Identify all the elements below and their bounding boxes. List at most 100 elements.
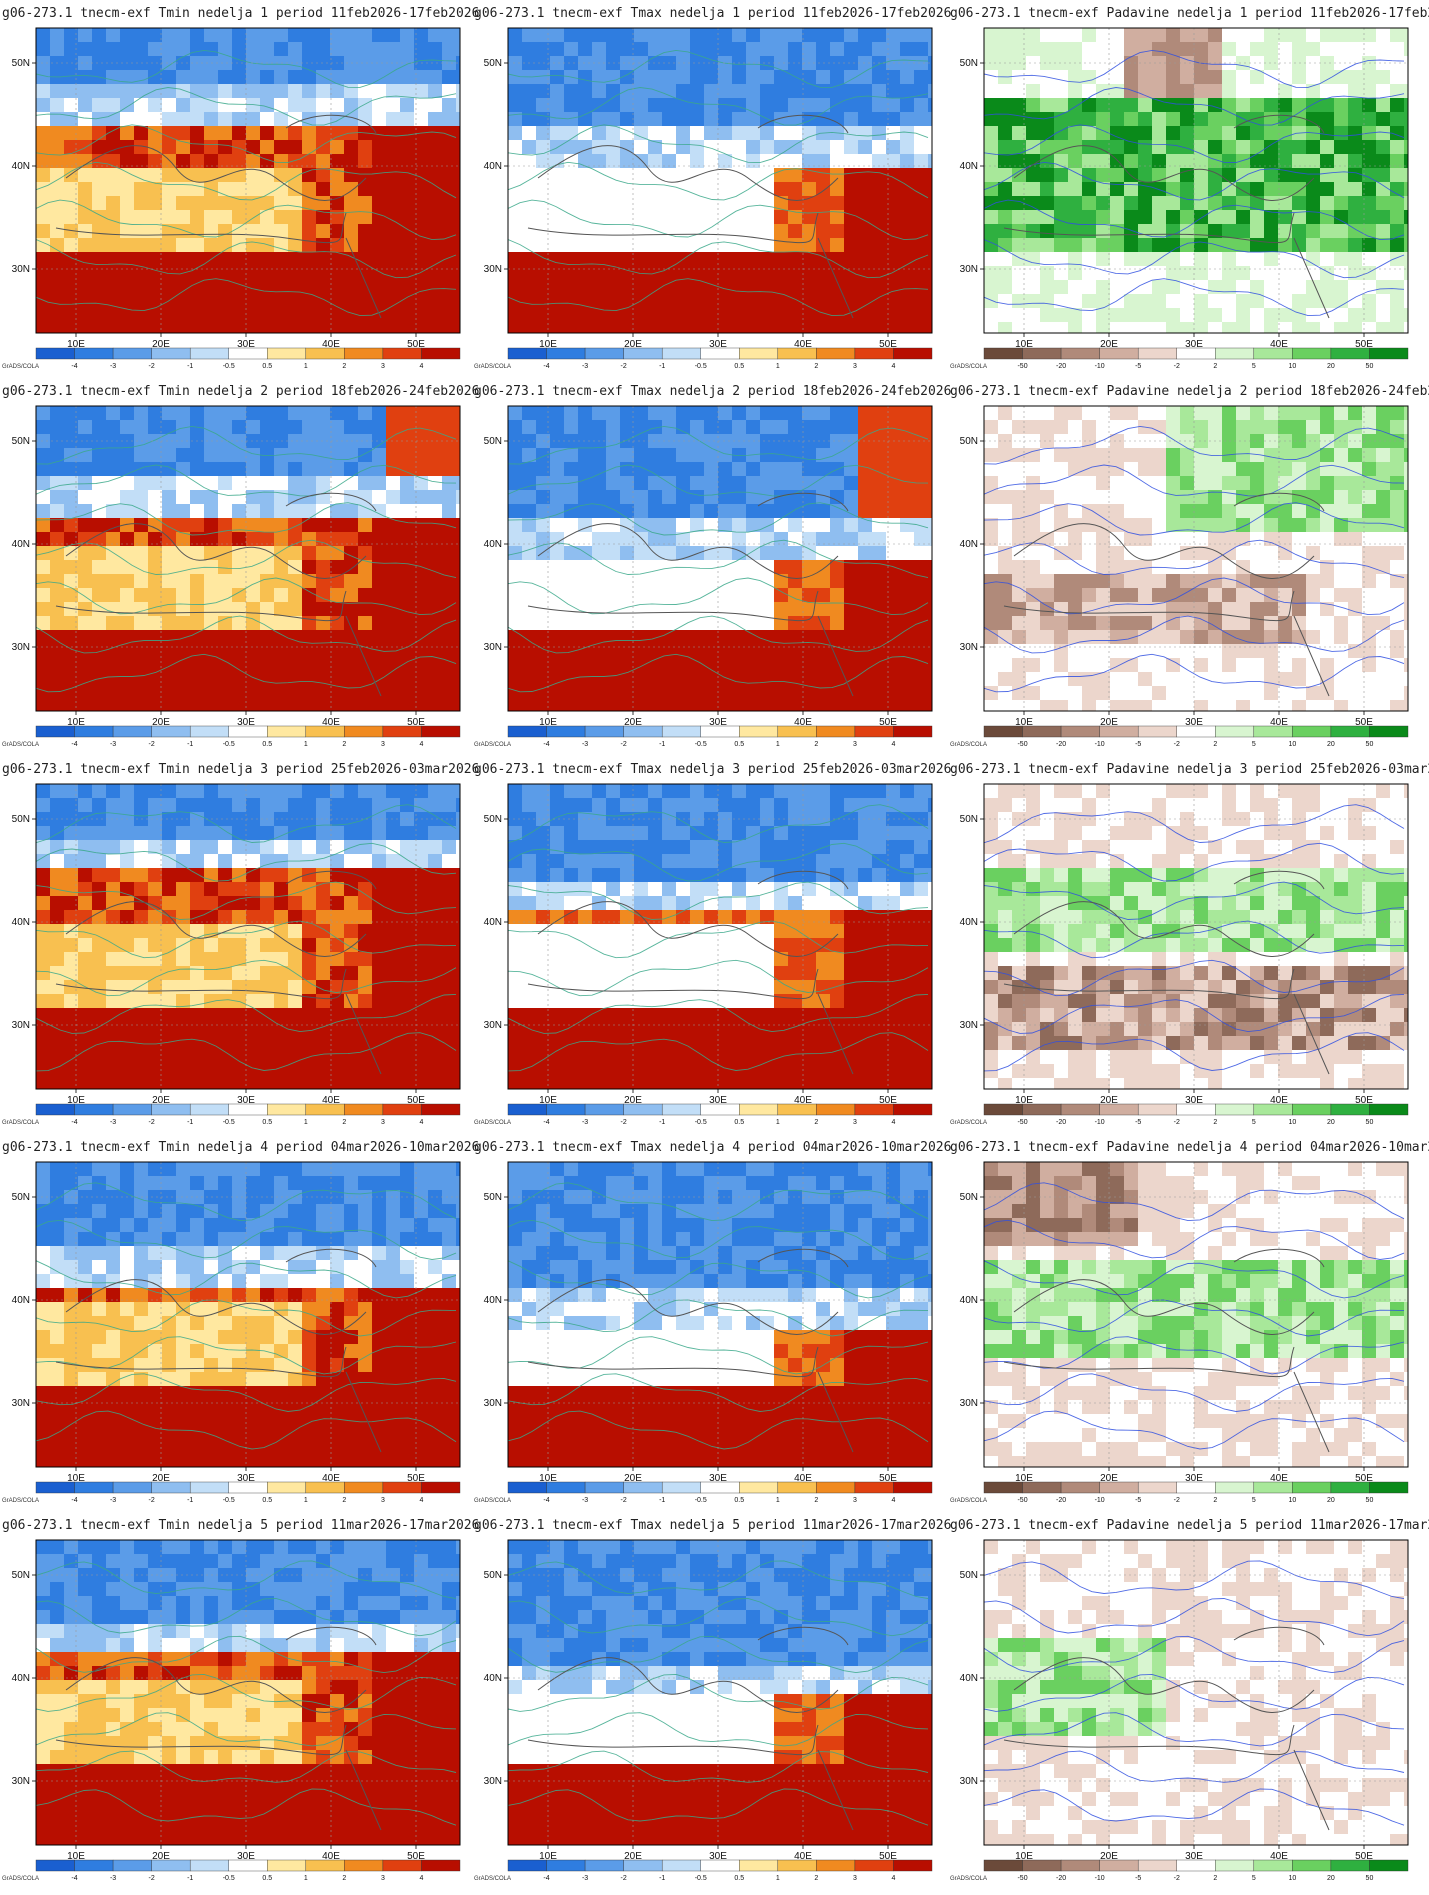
map-panel: g06-273.1 tnecm-exf Tmax nedelja 3 perio… <box>474 762 951 1126</box>
colorbar-swatch <box>777 347 817 360</box>
colorbar-swatch <box>893 1481 933 1494</box>
colorbar-swatch <box>1253 1103 1293 1116</box>
lon-tick-label: 20E <box>152 717 170 728</box>
colorbar-swatch <box>983 1103 1023 1116</box>
colorbar-swatch <box>854 1103 894 1116</box>
colorbar-label: 1 <box>776 1119 780 1126</box>
colorbar-label: -1 <box>187 1875 193 1882</box>
lon-tick-label: 50E <box>879 339 897 350</box>
lat-tick-label: 40N <box>960 1673 978 1684</box>
colorbar-swatch <box>151 725 191 738</box>
colorbar-swatch <box>1060 725 1100 738</box>
panel-title: g06-273.1 tnecm-exf Padavine nedelja 2 p… <box>950 384 1429 399</box>
lon-tick-label: 20E <box>1100 1851 1118 1862</box>
colorbar-swatch <box>893 1103 933 1116</box>
map-panel: g06-273.1 tnecm-exf Tmin nedelja 4 perio… <box>2 1140 479 1504</box>
colorbar-label: -0.5 <box>223 1497 235 1504</box>
colorbar-label: 1 <box>304 1875 308 1882</box>
colorbar-swatch <box>421 725 461 738</box>
colorbar-label: 10 <box>1288 741 1296 748</box>
colorbar-label: -5 <box>1135 1497 1141 1504</box>
colorbar-swatch <box>1099 1481 1139 1494</box>
shaded-field <box>508 1540 932 1845</box>
lat-tick-label: 50N <box>12 1570 30 1581</box>
colorbar-swatch <box>382 1481 422 1494</box>
colorbar-swatch <box>983 725 1023 738</box>
lon-tick-label: 30E <box>1185 1851 1203 1862</box>
colorbar: -50 -20 -10 -5 -2 2 5 10 20 50 GrADS/COLA <box>950 1859 1409 1882</box>
colorbar-swatch <box>1060 1859 1100 1872</box>
shaded-field <box>984 1540 1408 1845</box>
colorbar-label: 0.5 <box>734 1875 744 1882</box>
lon-tick-label: 30E <box>237 1851 255 1862</box>
grads-credit: GrADS/COLA <box>2 742 39 748</box>
colorbar-swatch <box>816 1103 856 1116</box>
colorbar-swatch <box>1022 1859 1062 1872</box>
lat-tick-label: 40N <box>12 161 30 172</box>
colorbar-swatch <box>344 1103 384 1116</box>
colorbar-label: 3 <box>853 1119 857 1126</box>
colorbar-label: -1 <box>187 741 193 748</box>
colorbar-swatch <box>35 347 75 360</box>
map-panel: g06-273.1 tnecm-exf Tmax nedelja 1 perio… <box>474 6 951 370</box>
map-panel: g06-273.1 tnecm-exf Padavine nedelja 4 p… <box>950 1140 1429 1504</box>
lat-tick-label: 40N <box>484 917 502 928</box>
panel-title: g06-273.1 tnecm-exf Tmin nedelja 5 perio… <box>2 1518 479 1533</box>
lat-tick-label: 50N <box>960 436 978 447</box>
colorbar-label: 2 <box>814 1119 818 1126</box>
colorbar-swatch <box>739 1103 779 1116</box>
colorbar-swatch <box>623 347 663 360</box>
colorbar-label: 1 <box>776 363 780 370</box>
colorbar-swatch <box>305 347 345 360</box>
colorbar-label: -1 <box>659 1875 665 1882</box>
map-panel: g06-273.1 tnecm-exf Padavine nedelja 3 p… <box>950 762 1429 1126</box>
colorbar-swatch <box>151 1103 191 1116</box>
colorbar-swatch <box>1176 725 1216 738</box>
colorbar-swatch <box>1176 1481 1216 1494</box>
colorbar-swatch <box>189 1859 229 1872</box>
colorbar-swatch <box>382 725 422 738</box>
colorbar-swatch <box>1137 725 1177 738</box>
colorbar-label: -10 <box>1095 1497 1105 1504</box>
colorbar-label: -1 <box>659 1119 665 1126</box>
colorbar-label: 10 <box>1288 1497 1296 1504</box>
colorbar-label: 4 <box>892 363 896 370</box>
colorbar-swatch <box>854 1859 894 1872</box>
shaded-field <box>508 1162 932 1467</box>
colorbar-label: 5 <box>1252 1119 1256 1126</box>
colorbar-swatch <box>546 1103 586 1116</box>
colorbar-label: -0.5 <box>695 1119 707 1126</box>
lat-tick-label: 30N <box>960 1776 978 1787</box>
colorbar-label: 50 <box>1366 741 1374 748</box>
lon-tick-label: 30E <box>1185 717 1203 728</box>
colorbar-swatch <box>112 725 152 738</box>
lat-tick-label: 30N <box>484 642 502 653</box>
colorbar-label: -4 <box>71 363 77 370</box>
colorbar-label: -1 <box>659 741 665 748</box>
colorbar-label: -2 <box>621 1119 627 1126</box>
colorbar-swatch <box>584 1859 624 1872</box>
colorbar-swatch <box>1369 347 1409 360</box>
colorbar-swatch <box>382 347 422 360</box>
shaded-field <box>508 406 932 711</box>
colorbar-swatch <box>305 1103 345 1116</box>
colorbar-label: 1 <box>304 1497 308 1504</box>
grads-credit: GrADS/COLA <box>950 1498 987 1504</box>
colorbar-swatch <box>546 1481 586 1494</box>
colorbar: -50 -20 -10 -5 -2 2 5 10 20 50 GrADS/COLA <box>950 347 1409 370</box>
colorbar-swatch <box>623 1481 663 1494</box>
colorbar-label: 3 <box>381 1497 385 1504</box>
colorbar-swatch <box>1292 347 1332 360</box>
lon-tick-label: 50E <box>407 339 425 350</box>
grads-credit: GrADS/COLA <box>950 364 987 370</box>
lon-tick-label: 30E <box>237 1473 255 1484</box>
lon-tick-label: 20E <box>624 339 642 350</box>
colorbar-label: 4 <box>892 741 896 748</box>
panel-title: g06-273.1 tnecm-exf Tmin nedelja 2 perio… <box>2 384 479 399</box>
colorbar-swatch <box>382 1103 422 1116</box>
colorbar-swatch <box>1330 725 1370 738</box>
lat-tick-label: 40N <box>12 539 30 550</box>
colorbar-swatch <box>1137 1103 1177 1116</box>
colorbar-swatch <box>267 725 307 738</box>
